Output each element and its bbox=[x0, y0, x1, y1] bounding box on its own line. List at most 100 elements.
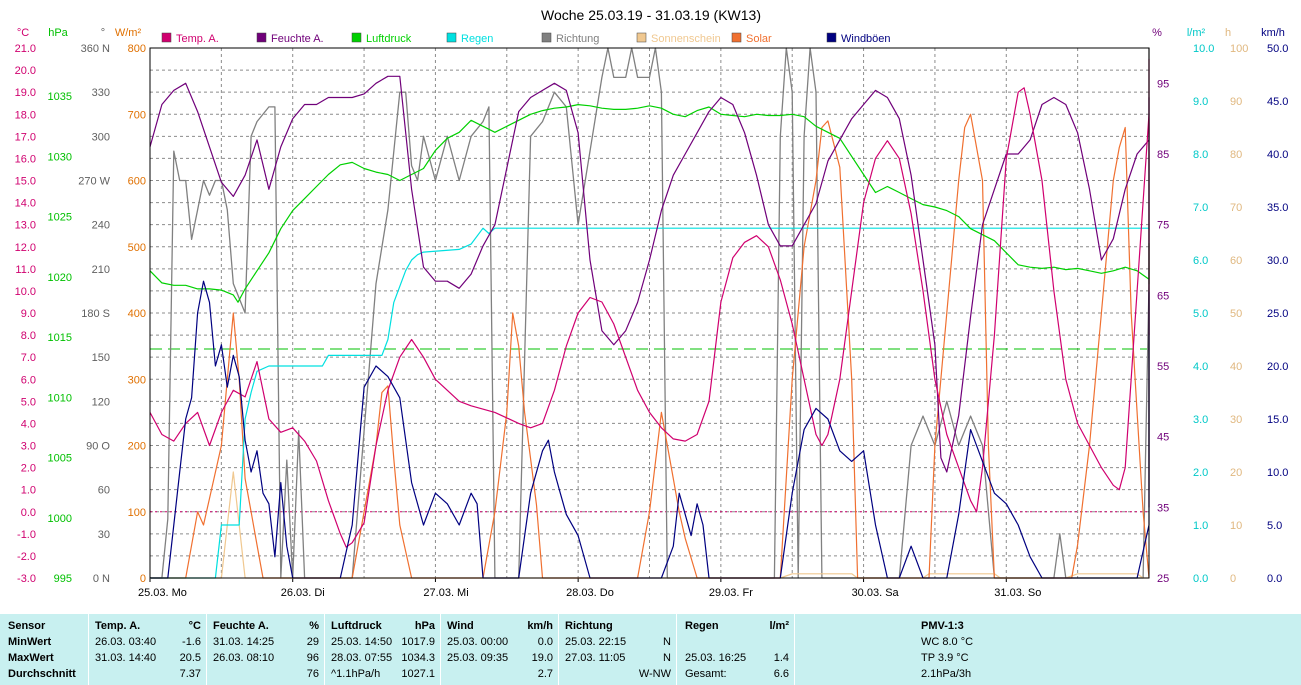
axis-tick-pressure: 1000 bbox=[48, 513, 72, 525]
axis-tick-humidity: 55 bbox=[1157, 361, 1169, 373]
stats-richtung-min-val: N bbox=[663, 636, 671, 648]
axis-tick-direction: 360 N bbox=[81, 43, 110, 55]
weather-chart: Woche 25.03.19 - 31.03.19 (KW13) Temp. A… bbox=[15, 7, 1289, 599]
axis-tick-temp: 5.0 bbox=[21, 396, 36, 408]
axis-tick-temp: 18.0 bbox=[15, 109, 36, 121]
stats-feuchte-min-time: 31.03. 14:25 bbox=[213, 636, 275, 648]
axis-tick-wind: 15.0 bbox=[1267, 414, 1288, 426]
stats-col-luftdruck: Luftdruck hPa 25.03. 14:50 1017.9 28.03.… bbox=[324, 614, 441, 685]
axis-tick-humidity: 95 bbox=[1157, 78, 1169, 90]
stats-row-min: MinWert bbox=[8, 636, 52, 648]
stats-col-temp: Temp. A. °C 26.03. 03:40 -1.6 31.03. 14:… bbox=[88, 614, 207, 685]
axis-tick-sunshine: 40 bbox=[1230, 361, 1242, 373]
axis-tick-temp: 20.0 bbox=[15, 65, 36, 77]
stats-temp-min-val: -1.6 bbox=[182, 636, 201, 648]
stats-regen-unit: l/m² bbox=[769, 620, 789, 632]
stats-col-feuchte: Feuchte A. % 31.03. 14:25 29 26.03. 08:1… bbox=[206, 614, 325, 685]
axis-tick-rain: 9.0 bbox=[1193, 96, 1208, 108]
legend-label: Solar bbox=[746, 33, 772, 45]
axis-unit-temp: °C bbox=[17, 27, 29, 39]
stats-col-richtung: Richtung 25.03. 22:15 N 27.03. 11:05 N W… bbox=[558, 614, 677, 685]
axis-tick-pressure: 1015 bbox=[48, 332, 72, 344]
legend-swatch bbox=[256, 32, 267, 43]
stats-luftdruck-header: Luftdruck bbox=[331, 620, 382, 632]
axis-tick-sunshine: 80 bbox=[1230, 149, 1242, 161]
axis-tick-humidity: 85 bbox=[1157, 149, 1169, 161]
stats-luftdruck-max-time: 28.03. 07:55 bbox=[331, 652, 393, 664]
axis-tick-wind: 20.0 bbox=[1267, 361, 1288, 373]
stats-regen-header: Regen bbox=[685, 620, 719, 632]
stats-wind-min-time: 25.03. 00:00 bbox=[447, 636, 509, 648]
stats-temp-min-time: 26.03. 03:40 bbox=[95, 636, 157, 648]
axis-tick-rain: 5.0 bbox=[1193, 308, 1208, 320]
axis-tick-humidity: 35 bbox=[1157, 502, 1169, 514]
legend-swatch bbox=[826, 32, 837, 43]
stats-feuchte-max-time: 26.03. 08:10 bbox=[213, 652, 275, 664]
axis-tick-rain: 8.0 bbox=[1193, 149, 1208, 161]
x-day-label: 28.03. Do bbox=[566, 587, 614, 599]
grid bbox=[150, 48, 1149, 578]
stats-col-regen: Regen l/m² 25.03. 16:25 1.4 Gesamt: 6.6 bbox=[676, 614, 795, 685]
stats-feuchte-max-val: 96 bbox=[306, 652, 319, 664]
stats-luftdruck-max-val: 1034.3 bbox=[401, 652, 435, 664]
series-line-feuchte-a- bbox=[149, 75, 1150, 508]
stats-luftdruck-unit: hPa bbox=[414, 620, 435, 632]
stats-feuchte-unit: % bbox=[309, 620, 319, 632]
stats-wind-max-val: 19.0 bbox=[531, 652, 553, 664]
axis-tick-direction: 0 N bbox=[93, 573, 110, 585]
axis-tick-direction: 90 O bbox=[86, 441, 110, 453]
series-layer bbox=[149, 47, 1150, 579]
axis-tick-temp: 14.0 bbox=[15, 198, 36, 210]
axis-tick-temp: 1.0 bbox=[21, 485, 36, 497]
axis-tick-temp: 2.0 bbox=[21, 463, 36, 475]
axis-tick-sunshine: 30 bbox=[1230, 414, 1242, 426]
stats-luftdruck-min-val: 1017.9 bbox=[401, 636, 435, 648]
stats-col-wind: Wind km/h 25.03. 00:00 0.0 25.03. 09:35 … bbox=[440, 614, 559, 685]
legend: Temp. A. Feuchte A. Luftdruck Regen Richtung… bbox=[161, 32, 891, 45]
axis-tick-solar: 200 bbox=[128, 441, 146, 453]
axis-tick-rain: 4.0 bbox=[1193, 361, 1208, 373]
axis-tick-wind: 25.0 bbox=[1267, 308, 1288, 320]
axis-tick-solar: 600 bbox=[128, 176, 146, 188]
axis-tick-direction: 210 bbox=[92, 264, 110, 276]
stats-richtung-avg: W-NW bbox=[638, 668, 671, 680]
axis-tick-direction: 180 S bbox=[81, 308, 110, 320]
axis-tick-wind: 40.0 bbox=[1267, 149, 1288, 161]
axis-tick-temp: 19.0 bbox=[15, 87, 36, 99]
axis-tick-rain: 2.0 bbox=[1193, 467, 1208, 479]
x-day-label: 30.03. Sa bbox=[852, 587, 900, 599]
legend-swatch bbox=[446, 32, 457, 43]
stats-pmv-wc: WC 8.0 °C bbox=[921, 636, 974, 648]
x-day-label: 27.03. Mi bbox=[423, 587, 468, 599]
axis-tick-sunshine: 50 bbox=[1230, 308, 1242, 320]
axes: °C 21.0 20.0 19.0 18.0 17.0 16.0 15.0 14.0 13.0 12… bbox=[15, 27, 1289, 599]
legend-label: Regen bbox=[461, 33, 493, 45]
axis-tick-temp: 3.0 bbox=[21, 441, 36, 453]
axis-tick-pressure: 995 bbox=[54, 573, 72, 585]
axis-tick-solar: 400 bbox=[128, 308, 146, 320]
axis-unit-humidity: % bbox=[1152, 27, 1162, 39]
axis-tick-direction: 300 bbox=[92, 131, 110, 143]
axis-tick-humidity: 75 bbox=[1157, 220, 1169, 232]
axis-unit-sunshine: h bbox=[1225, 27, 1231, 39]
stats-temp-avg: 7.37 bbox=[179, 668, 201, 680]
stats-col-sensor: Sensor MinWert MaxWert Durchschnitt bbox=[0, 614, 88, 685]
axis-tick-pressure: 1005 bbox=[48, 453, 72, 465]
stats-richtung-header: Richtung bbox=[565, 620, 613, 632]
x-day-label: 26.03. Di bbox=[281, 587, 325, 599]
stats-wind-unit: km/h bbox=[527, 620, 553, 632]
axis-tick-sunshine: 10 bbox=[1230, 520, 1242, 532]
stats-regen-max-time: 25.03. 16:25 bbox=[685, 652, 747, 664]
axis-tick-direction: 270 W bbox=[78, 176, 110, 188]
stats-wind-max-time: 25.03. 09:35 bbox=[447, 652, 509, 664]
x-day-label: 31.03. So bbox=[994, 587, 1041, 599]
stats-temp-max-val: 20.5 bbox=[179, 652, 201, 664]
stats-feuchte-min-val: 29 bbox=[306, 636, 319, 648]
series-line-temp-a- bbox=[149, 58, 1150, 548]
legend-swatch bbox=[731, 32, 742, 43]
axis-tick-direction: 150 bbox=[92, 352, 110, 364]
axis-tick-rain: 6.0 bbox=[1193, 255, 1208, 267]
axis-tick-solar: 0 bbox=[140, 573, 146, 585]
axis-unit-solar: W/m² bbox=[115, 27, 142, 39]
axis-tick-temp: 13.0 bbox=[15, 220, 36, 232]
